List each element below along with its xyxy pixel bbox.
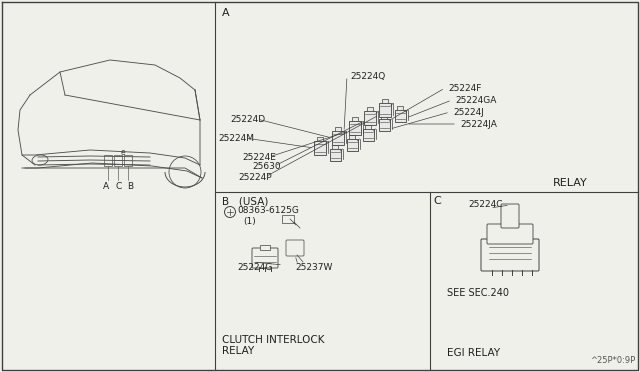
Text: C: C bbox=[433, 196, 441, 206]
Bar bbox=[349, 135, 355, 139]
Text: CLUTCH INTERLOCK: CLUTCH INTERLOCK bbox=[222, 335, 324, 345]
Bar bbox=[352, 117, 358, 121]
Text: 25224E: 25224E bbox=[242, 153, 276, 162]
Text: SEE SEC.240: SEE SEC.240 bbox=[447, 288, 509, 298]
Bar bbox=[114, 155, 122, 166]
Text: EGI RELAY: EGI RELAY bbox=[447, 348, 500, 358]
Text: 25630: 25630 bbox=[252, 162, 280, 171]
Bar bbox=[367, 107, 373, 111]
Bar bbox=[104, 155, 112, 166]
Bar bbox=[365, 125, 371, 129]
Text: 25224M: 25224M bbox=[218, 134, 254, 143]
Bar bbox=[379, 103, 391, 116]
Text: 25224C: 25224C bbox=[468, 200, 502, 209]
FancyBboxPatch shape bbox=[481, 239, 539, 271]
Text: (1): (1) bbox=[243, 217, 256, 226]
Bar bbox=[124, 155, 132, 166]
Text: e: e bbox=[121, 148, 125, 157]
Bar bbox=[378, 119, 390, 131]
Bar bbox=[381, 115, 387, 119]
Text: 25224D: 25224D bbox=[230, 115, 265, 124]
Text: B   (USA): B (USA) bbox=[222, 196, 268, 206]
Bar bbox=[260, 245, 270, 250]
FancyBboxPatch shape bbox=[487, 224, 533, 244]
Bar bbox=[335, 127, 341, 131]
Text: C: C bbox=[116, 182, 122, 191]
Text: 25224J: 25224J bbox=[453, 108, 484, 117]
Bar bbox=[332, 131, 344, 145]
FancyBboxPatch shape bbox=[286, 240, 304, 256]
Bar bbox=[349, 121, 361, 135]
Text: 25224JA: 25224JA bbox=[460, 120, 497, 129]
Text: A: A bbox=[222, 8, 230, 18]
FancyBboxPatch shape bbox=[501, 204, 519, 228]
Bar bbox=[397, 106, 403, 110]
Text: 25224P: 25224P bbox=[238, 173, 271, 182]
Bar bbox=[282, 215, 294, 223]
Text: 25237W: 25237W bbox=[295, 263, 332, 272]
FancyBboxPatch shape bbox=[252, 248, 278, 268]
Text: 25224GA: 25224GA bbox=[455, 96, 497, 105]
Text: 08363-6125G: 08363-6125G bbox=[237, 206, 299, 215]
Text: 25224F: 25224F bbox=[448, 84, 481, 93]
Text: RELAY: RELAY bbox=[222, 346, 254, 356]
Bar bbox=[362, 129, 374, 141]
Text: RELAY: RELAY bbox=[552, 178, 588, 188]
Text: 25224Q: 25224Q bbox=[350, 72, 385, 81]
Text: A: A bbox=[103, 182, 109, 191]
Bar bbox=[394, 110, 406, 122]
Text: ^25P*0:9P: ^25P*0:9P bbox=[589, 356, 635, 365]
Bar bbox=[317, 137, 323, 141]
Bar bbox=[382, 99, 388, 103]
Text: 25224G: 25224G bbox=[237, 263, 272, 272]
Bar bbox=[332, 145, 338, 149]
Bar bbox=[364, 111, 376, 125]
Bar bbox=[346, 139, 358, 151]
Bar bbox=[330, 149, 340, 161]
Text: B: B bbox=[127, 182, 133, 191]
Bar bbox=[314, 141, 326, 155]
